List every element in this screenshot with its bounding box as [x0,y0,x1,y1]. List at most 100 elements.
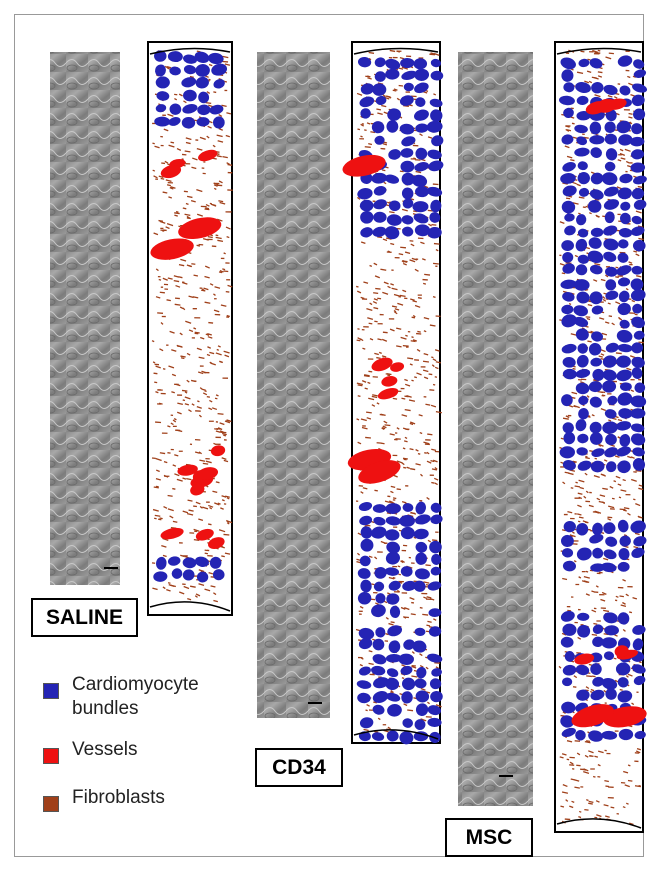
fibroblast [208,237,213,238]
fibroblast [374,732,378,733]
fibroblast [216,235,219,236]
fibroblast [593,623,597,624]
fibroblast [598,72,603,73]
legend-swatch [43,748,59,764]
fibroblast [397,489,401,490]
fibroblast [152,341,154,342]
fibroblast [358,385,363,386]
fibroblast [187,218,191,219]
fibroblast [381,443,385,444]
fibroblast [376,109,381,110]
fibroblast [407,358,413,359]
fibroblast [203,463,208,464]
fibroblast [368,144,372,145]
fibroblast [599,572,603,573]
fibroblast [185,151,191,152]
fibroblast [586,571,588,572]
fibroblast [614,481,616,482]
fibroblast [633,472,636,473]
fibroblast [374,321,377,322]
fibroblast [427,621,431,622]
fibroblast [221,556,224,557]
fibroblast [399,68,403,69]
fibroblast [578,213,580,214]
cd34-micrograph [257,52,330,718]
fibroblast [570,160,574,161]
fibroblast [426,625,430,626]
fibroblast [620,689,623,690]
msc-micrograph [458,52,533,806]
cardiomyocyte-bundle [562,677,572,686]
fibroblast [586,800,588,801]
fibroblast [380,414,384,415]
legend-swatch [43,683,59,699]
fibroblast [391,622,395,623]
fibroblast [152,143,154,144]
fibroblast [365,437,371,438]
fibroblast [213,92,216,93]
fibroblast [423,361,429,362]
fibroblast [611,807,615,808]
fibroblast [401,398,405,399]
fibroblast [623,480,626,481]
fibroblast [362,348,365,349]
fibroblast [638,187,643,188]
fibroblast [432,540,437,541]
fibroblast [400,247,406,248]
fibroblast [619,497,621,498]
cardiomyocyte-bundle [372,83,386,96]
fibroblast [201,290,205,291]
fibroblast [167,185,171,186]
fibroblast [217,350,219,351]
fibroblast [629,612,632,613]
fibroblast [195,332,200,333]
legend-label: Vessels [72,738,262,762]
fibroblast [624,508,629,509]
fibroblast [604,781,608,782]
fibroblast [400,295,406,296]
fibroblast [360,136,362,137]
fibroblast [587,318,590,319]
fibroblast [587,341,591,342]
fibroblast [424,274,430,275]
fibroblast [410,364,413,365]
fibroblast [382,170,385,171]
fibroblast [411,337,413,338]
fibroblast [411,614,416,615]
fibroblast [398,574,400,575]
fibroblast [573,368,576,369]
fibroblast [429,374,433,375]
panel-label: MSC [445,818,533,857]
fibroblast [153,362,155,363]
fibroblast [626,803,628,804]
panel-label: SALINE [31,598,138,637]
fibroblast [578,521,580,522]
fibroblast [197,401,199,402]
fibroblast [197,245,200,246]
fibroblast [393,398,397,399]
fibroblast [578,817,581,818]
fibroblast [223,271,228,272]
fibroblast [598,50,600,51]
fibroblast [579,811,581,812]
legend-label: Cardiomyocyte bundles [72,673,262,721]
fibroblast [573,406,576,407]
fibroblast [417,331,420,332]
fibroblast [365,388,368,389]
fibroblast [410,469,415,470]
fibroblast [616,267,619,268]
fibroblast [638,342,644,343]
fibroblast [167,300,171,301]
fibroblast [576,482,578,483]
fibroblast [155,515,160,516]
fibroblast [403,467,406,468]
fibroblast [402,678,404,679]
fibroblast [602,488,607,489]
fibroblast [404,441,407,442]
fibroblast [159,280,161,281]
fibroblast [412,317,415,318]
fibroblast [623,807,625,808]
fibroblast [584,810,588,811]
fibroblast [206,103,212,104]
fibroblast [214,429,218,430]
